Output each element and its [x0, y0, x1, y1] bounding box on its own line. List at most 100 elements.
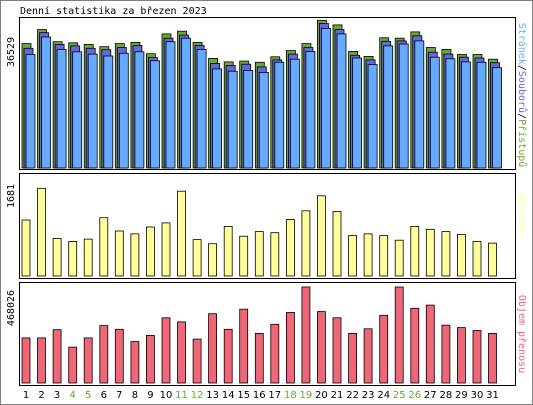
pages-bar-8	[134, 51, 145, 169]
x-tick-label-15: 15	[237, 390, 250, 401]
kbytes-bar-16	[254, 332, 264, 384]
kbytes-bar-28	[441, 324, 451, 384]
visits-bar-22	[348, 235, 358, 277]
x-tick-label-26: 26	[408, 390, 421, 401]
pages-bar-20	[320, 27, 331, 169]
pages-bar-13	[212, 68, 223, 169]
x-tick-label-27: 27	[424, 390, 437, 401]
middle-bars	[21, 187, 497, 277]
kbytes-bar-26	[410, 307, 420, 384]
visits-bar-15	[239, 235, 249, 277]
pages-bar-4	[72, 51, 83, 169]
kbytes-bar-24	[379, 314, 389, 384]
x-tick-label-4: 4	[70, 390, 76, 401]
kbytes-bar-2	[37, 337, 46, 384]
visits-bar-26	[410, 225, 420, 277]
top-bars	[21, 19, 502, 169]
pages-bar-15	[243, 70, 254, 169]
pages-bar-31	[492, 67, 502, 169]
visits-bar-7	[114, 230, 124, 277]
pages-bar-9	[149, 60, 160, 169]
pages-bar-5	[87, 53, 98, 169]
x-axis-labels: 1 2 3 4 5 6 7 8 9 10 11 12 13 14 15 16 17 18 19 20 21 22 23 24 2…	[23, 390, 499, 401]
kbytes-bar-22	[348, 332, 358, 384]
x-tick-label-14: 14	[222, 390, 235, 401]
visits-bar-30	[472, 240, 482, 277]
kbytes-bar-21	[332, 317, 342, 384]
pages-bar-17	[274, 61, 285, 169]
legend-files: Souborů	[516, 71, 528, 113]
visits-bar-18	[285, 219, 295, 277]
x-tick-label-19: 19	[300, 390, 313, 401]
visits-bar-3	[52, 238, 62, 277]
visits-bar-19	[301, 210, 311, 277]
kbytes-bar-13	[208, 313, 218, 384]
x-tick-label-7: 7	[116, 390, 122, 401]
kbytes-bar-25	[394, 286, 404, 384]
legend-sep1: /	[516, 65, 527, 71]
kbytes-bar-4	[68, 346, 78, 384]
x-tick-label-9: 9	[147, 390, 153, 401]
legend-hits: Přístupů	[516, 119, 528, 167]
kbytes-bar-3	[52, 329, 62, 384]
visits-bar-17	[270, 232, 280, 277]
x-tick-label-5: 5	[85, 390, 91, 401]
pages-bar-7	[118, 52, 129, 169]
pages-bar-27	[429, 56, 440, 169]
x-tick-label-16: 16	[253, 390, 266, 401]
pages-bar-2	[41, 36, 51, 169]
x-tick-label-21: 21	[331, 390, 344, 401]
kbytes-bar-30	[472, 330, 482, 384]
kbytes-bar-23	[363, 328, 373, 384]
legend-kbytes: Objem přenosu	[516, 295, 528, 373]
x-tick-label-2: 2	[38, 390, 44, 401]
visits-bar-2	[37, 187, 46, 277]
visits-bar-4	[68, 240, 78, 277]
x-tick-label-6: 6	[101, 390, 107, 401]
pages-bar-25	[398, 43, 409, 169]
visits-bar-28	[441, 231, 451, 277]
visits-bar-23	[363, 233, 373, 277]
pages-bar-21	[336, 33, 347, 169]
kbytes-bar-8	[130, 341, 140, 384]
visits-bar-1	[21, 219, 31, 277]
visits-bar-21	[332, 210, 342, 277]
visits-bar-16	[254, 231, 264, 277]
bottom-bars	[21, 286, 497, 384]
visits-bar-20	[316, 195, 326, 277]
legend-visits: Návštěv	[516, 194, 528, 236]
visits-bar-25	[394, 239, 404, 277]
kbytes-bar-10	[161, 317, 171, 384]
pages-bar-14	[227, 70, 238, 169]
kbytes-bar-9	[145, 334, 155, 384]
pages-bar-24	[383, 45, 394, 169]
pages-bar-28	[445, 58, 456, 169]
pages-bar-30	[476, 61, 487, 169]
x-tick-label-17: 17	[268, 390, 281, 401]
x-tick-label-23: 23	[362, 390, 375, 401]
kbytes-bar-31	[488, 332, 497, 384]
chart-title: Denní statistika za březen 2023	[20, 5, 207, 17]
bottom-ymax-label: 468026	[6, 290, 17, 326]
x-tick-label-18: 18	[284, 390, 297, 401]
x-tick-label-30: 30	[471, 390, 484, 401]
legend-pages: Stránek	[516, 23, 528, 65]
kbytes-bar-6	[99, 325, 109, 384]
legend-sep2: /	[516, 113, 527, 119]
x-tick-label-3: 3	[54, 390, 60, 401]
panel-middle-frame	[19, 173, 516, 279]
x-tick-label-13: 13	[206, 390, 219, 401]
x-tick-label-22: 22	[346, 390, 359, 401]
x-tick-label-1: 1	[23, 390, 29, 401]
kbytes-bar-15	[239, 308, 249, 384]
visits-bar-8	[130, 233, 140, 277]
pages-bar-26	[414, 40, 425, 169]
x-tick-label-24: 24	[377, 390, 390, 401]
x-tick-label-12: 12	[191, 390, 204, 401]
x-tick-label-25: 25	[393, 390, 406, 401]
pages-bar-3	[56, 49, 67, 169]
pages-bar-6	[103, 55, 114, 169]
visits-bar-12	[192, 239, 202, 277]
visits-bar-10	[161, 222, 171, 277]
